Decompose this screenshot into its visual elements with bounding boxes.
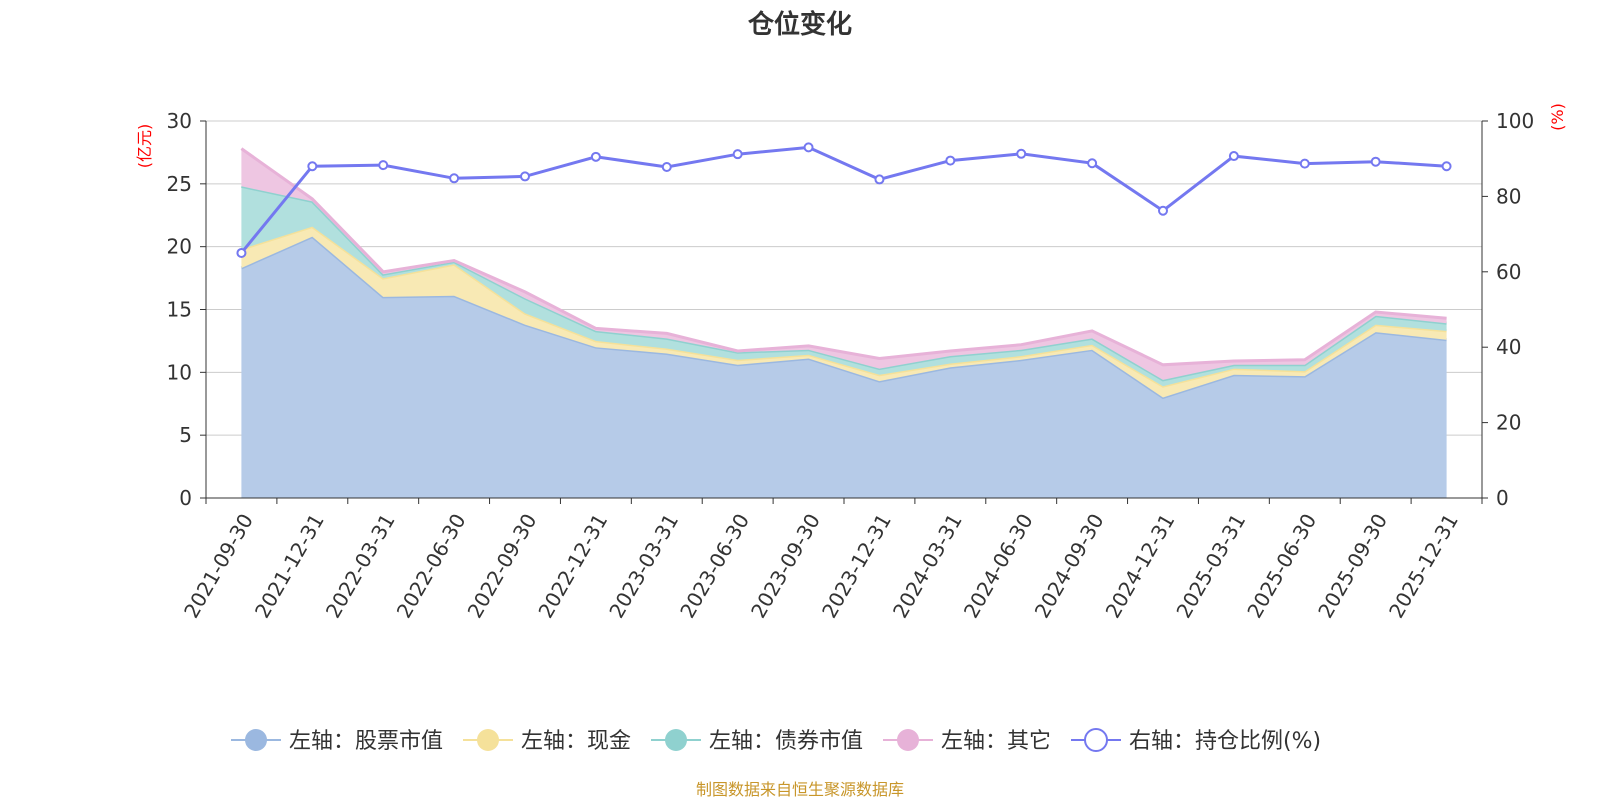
- x-axis-tick-label: 2024-09-30: [1030, 510, 1109, 623]
- x-axis-tick-label: 2023-06-30: [675, 510, 754, 623]
- holding-ratio-point: [945, 155, 956, 166]
- holding-ratio-point: [378, 160, 389, 171]
- left-axis-tick-label: 25: [167, 172, 192, 196]
- left-axis-tick-label: 5: [179, 423, 192, 447]
- x-axis-tick-label: 2025-12-31: [1384, 510, 1463, 623]
- area-左轴：股票市值: [241, 236, 1447, 498]
- holding-ratio-line: [236, 142, 1452, 258]
- x-axis-tick-label: 2025-03-31: [1171, 510, 1250, 623]
- left-axis-tick-label: 30: [167, 109, 192, 133]
- x-axis-tick-label: 2023-03-31: [604, 510, 683, 623]
- holding-ratio-point: [803, 142, 814, 153]
- holding-ratio-point: [1441, 161, 1452, 172]
- legend-label: 左轴：债券市值: [709, 729, 863, 754]
- holding-ratio-point: [732, 149, 743, 160]
- x-axis-tick-label: 2023-12-31: [817, 510, 896, 623]
- x-axis-tick-label: 2022-09-30: [463, 510, 542, 623]
- holding-ratio-point: [1299, 158, 1310, 169]
- legend: 左轴：股票市值 左轴：现金 左轴：债券市值 左轴：其它 右轴：持仓比例(%): [231, 728, 1321, 754]
- legend-label: 左轴：股票市值: [289, 729, 443, 754]
- legend-marker: [245, 729, 267, 751]
- x-axis-tick-label: 2021-09-30: [179, 510, 258, 623]
- x-axis-tick-label: 2024-03-31: [888, 509, 967, 622]
- legend-marker: [1084, 728, 1108, 752]
- x-axis-tick-label: 2024-06-30: [959, 509, 1038, 622]
- right-axis-tick-label: 40: [1496, 335, 1521, 359]
- holding-ratio-point: [307, 161, 318, 172]
- legend-label: 左轴：现金: [521, 729, 631, 754]
- legend-item: 左轴：债券市值: [651, 729, 863, 754]
- legend-marker: [665, 729, 687, 751]
- holding-ratio-point: [1158, 205, 1168, 216]
- holding-ratio-point: [449, 173, 460, 184]
- area-edge-左轴：其它: [240, 147, 1447, 367]
- left-axis-tick-label: 0: [179, 486, 192, 510]
- holding-ratio-point: [590, 151, 601, 162]
- right-axis-tick-label: 100: [1496, 109, 1534, 133]
- x-axis-tick-label: 2022-06-30: [392, 509, 471, 622]
- holding-ratio-point: [1228, 151, 1239, 162]
- legend-item: 左轴：其它: [883, 729, 1051, 754]
- x-axis-tick-label: 2023-09-30: [746, 510, 825, 623]
- holding-ratio-path: [240, 145, 1447, 254]
- legend-label: 左轴：其它: [941, 729, 1051, 754]
- legend-marker: [477, 729, 499, 751]
- right-axis-tick-label: 60: [1496, 260, 1521, 284]
- holding-ratio-point: [874, 174, 885, 185]
- x-axis-tick-label: 2022-12-31: [533, 510, 612, 623]
- x-axis-tick-label: 2024-12-31: [1101, 510, 1180, 623]
- legend-marker: [897, 729, 919, 751]
- holding-ratio-point: [1087, 158, 1098, 169]
- left-axis-tick-label: 10: [167, 360, 192, 384]
- holding-ratio-point: [1016, 148, 1027, 159]
- holding-ratio-point: [1370, 156, 1381, 167]
- stacked-areas: [240, 147, 1447, 498]
- left-axis-tick-label: 20: [167, 235, 192, 259]
- right-axis-tick-label: 0: [1496, 486, 1509, 510]
- legend-item: 左轴：股票市值: [231, 729, 443, 754]
- legend-label: 右轴：持仓比例(%): [1129, 729, 1321, 754]
- data-source-note: 制图数据来自恒生聚源数据库: [696, 780, 904, 799]
- holding-ratio-point: [661, 161, 672, 172]
- x-axis-tick-label: 2025-09-30: [1313, 510, 1392, 623]
- x-axis-tick-label: 2021-12-31: [250, 510, 329, 623]
- legend-item: 左轴：现金: [463, 729, 631, 754]
- chart-title: 仓位变化: [747, 9, 852, 40]
- x-axis-tick-label: 2022-03-31: [321, 510, 400, 623]
- legend-item: 右轴：持仓比例(%): [1071, 728, 1321, 754]
- right-axis-tick-label: 80: [1496, 184, 1521, 208]
- holding-ratio-point: [520, 171, 530, 182]
- right-axis-tick-label: 20: [1496, 411, 1521, 435]
- left-axis-unit: (亿元): [135, 124, 154, 169]
- holding-ratio-point: [236, 247, 247, 258]
- right-axis-unit: (%): [1548, 103, 1567, 131]
- left-axis-tick-label: 15: [167, 298, 192, 322]
- x-axis-tick-label: 2025-06-30: [1242, 510, 1321, 623]
